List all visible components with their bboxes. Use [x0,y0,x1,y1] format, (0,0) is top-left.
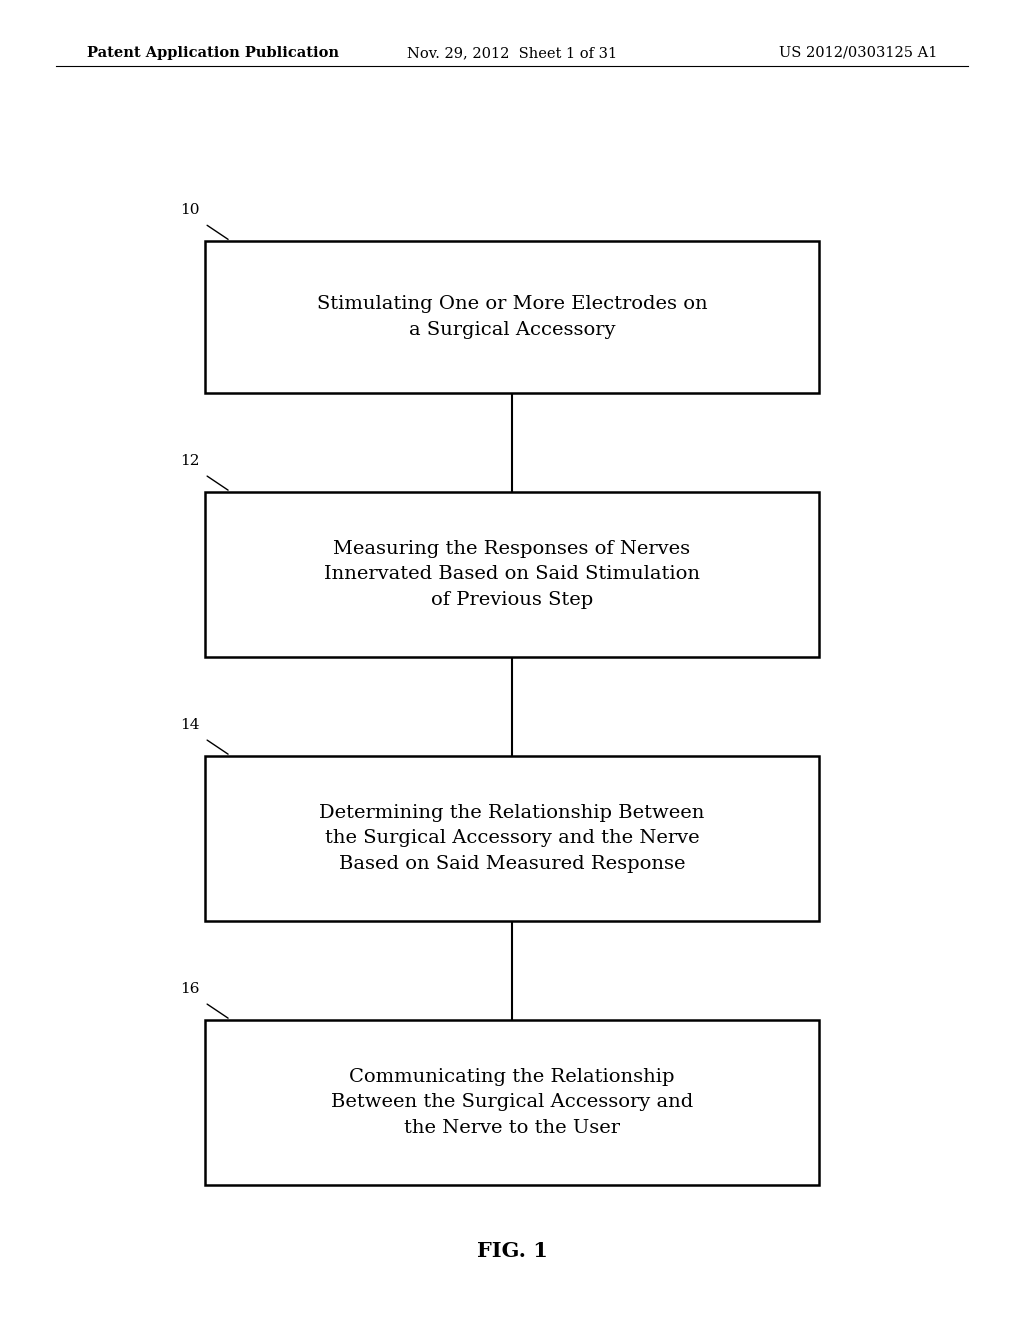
Text: Stimulating One or More Electrodes on
a Surgical Accessory: Stimulating One or More Electrodes on a … [316,294,708,339]
Text: FIG. 1: FIG. 1 [476,1241,548,1262]
Text: 14: 14 [180,718,200,731]
Text: Measuring the Responses of Nerves
Innervated Based on Said Stimulation
of Previo: Measuring the Responses of Nerves Innerv… [324,540,700,609]
Text: Patent Application Publication: Patent Application Publication [87,46,339,59]
Bar [205,1019,819,1185]
Text: Communicating the Relationship
Between the Surgical Accessory and
the Nerve to t: Communicating the Relationship Between t… [331,1068,693,1137]
Bar [205,492,819,657]
Text: US 2012/0303125 A1: US 2012/0303125 A1 [778,46,937,59]
Text: Nov. 29, 2012  Sheet 1 of 31: Nov. 29, 2012 Sheet 1 of 31 [407,46,617,59]
Text: 10: 10 [180,203,200,216]
Text: 12: 12 [180,454,200,469]
Text: 16: 16 [180,982,200,995]
Bar [205,240,819,393]
Bar [205,755,819,921]
Text: Determining the Relationship Between
the Surgical Accessory and the Nerve
Based : Determining the Relationship Between the… [319,804,705,873]
